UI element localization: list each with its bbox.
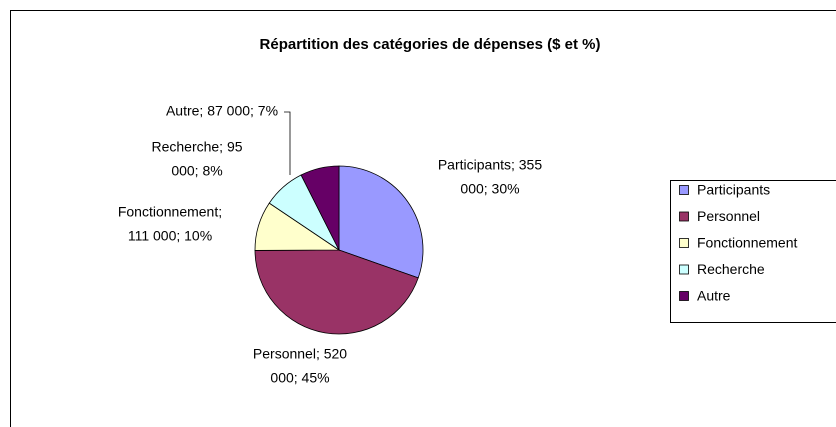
legend-swatch [679, 211, 689, 222]
legend-label: Recherche [697, 261, 765, 277]
data-label: 000; 8% [171, 163, 222, 179]
data-label: Fonctionnement; [118, 204, 222, 220]
leader-line [284, 111, 291, 175]
legend-label: Participants [697, 182, 770, 198]
chart-title: Répartition des catégories de dépenses (… [260, 36, 601, 53]
data-label: 000; 30% [460, 181, 519, 197]
data-label: Autre; 87 000; 7% [166, 103, 278, 119]
legend-swatch [679, 185, 689, 195]
legend-swatch [679, 291, 689, 301]
legend-label: Fonctionnement [697, 235, 798, 251]
pie-slice [254, 249, 419, 335]
legend-label: Personnel [697, 208, 760, 224]
data-label: 111 000; 10% [128, 228, 212, 244]
legend-label: Autre [697, 288, 731, 304]
legend-swatch [679, 238, 689, 248]
data-label: Recherche; 95 [151, 139, 242, 155]
pie-slice [300, 165, 340, 251]
data-label: Personnel; 520 [253, 346, 347, 362]
legend-box [670, 180, 836, 323]
legend-swatch [679, 264, 689, 275]
pie-slice [338, 165, 424, 279]
data-label: Participants; 355 [438, 157, 542, 173]
data-label: 000; 45% [270, 370, 329, 386]
